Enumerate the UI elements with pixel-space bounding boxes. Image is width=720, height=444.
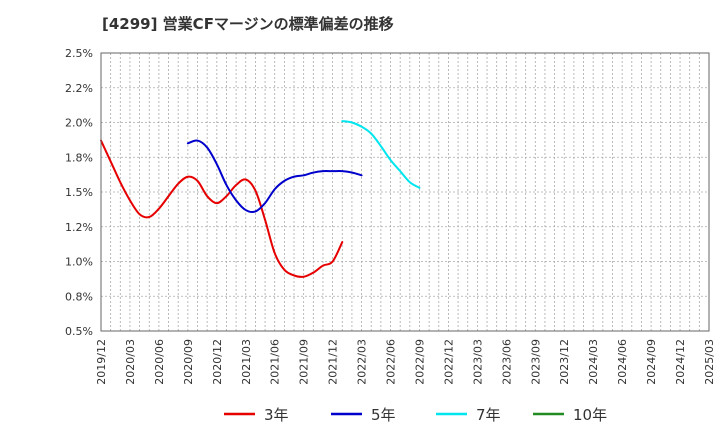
x-tick-label: 2025/03 [703,339,716,385]
legend-label-4: 10年 [573,406,607,424]
x-tick-label: 2023/12 [558,339,571,385]
x-tick-label: 2020/09 [182,339,195,385]
chart-title: [4299] 営業CFマージンの標準偏差の推移 [102,15,394,33]
y-tick-label: 1.5% [65,186,93,199]
x-tick-label: 2022/12 [442,339,455,385]
x-tick-label: 2024/03 [587,339,600,385]
y-axis-ticks: 0.5% 0.8% 1.0% 1.2% 1.5% 1.8% 2.0% 2.2% 2.5% [65,47,93,338]
x-tick-label: 2022/09 [413,339,426,385]
x-tick-label: 2023/09 [529,339,542,385]
x-tick-label: 2021/12 [327,339,340,385]
x-tick-label: 2021/03 [240,339,253,385]
x-tick-label: 2023/06 [500,339,513,385]
x-tick-label: 2024/09 [645,339,658,385]
y-tick-label: 2.5% [65,47,93,60]
legend-label-1: 3年 [264,406,289,424]
grid-lines [100,52,710,332]
legend-label-2: 5年 [371,406,396,424]
y-tick-label: 1.8% [65,151,93,164]
y-tick-label: 2.2% [65,82,93,95]
x-tick-label: 2021/06 [269,339,282,385]
x-tick-label: 2020/06 [153,339,166,385]
x-tick-label: 2024/06 [616,339,629,385]
y-tick-label: 0.5% [65,325,93,338]
x-axis-ticks: 2019/12 2020/03 2020/06 2020/09 2020/12 2021/… [95,339,716,385]
x-tick-label: 2021/09 [298,339,311,385]
y-tick-label: 1.2% [65,221,93,234]
x-tick-label: 2024/12 [674,339,687,385]
x-tick-label: 2019/12 [95,339,108,385]
series-lines [100,120,421,278]
y-tick-label: 1.0% [65,256,93,269]
y-tick-label: 2.0% [65,117,93,130]
series-line-3 [341,120,421,189]
x-tick-label: 2020/12 [211,339,224,385]
y-tick-label: 0.8% [65,290,93,303]
x-tick-label: 2022/03 [356,339,369,385]
x-tick-label: 2023/03 [471,339,484,385]
legend: 3年 5年 7年 10年 [224,406,607,424]
x-tick-label: 2022/06 [385,339,398,385]
series-line-2 [186,139,363,214]
x-tick-label: 2020/03 [124,339,137,385]
plot-area-frame [100,52,710,332]
legend-label-3: 7年 [476,406,501,424]
series-line-1 [100,139,344,278]
